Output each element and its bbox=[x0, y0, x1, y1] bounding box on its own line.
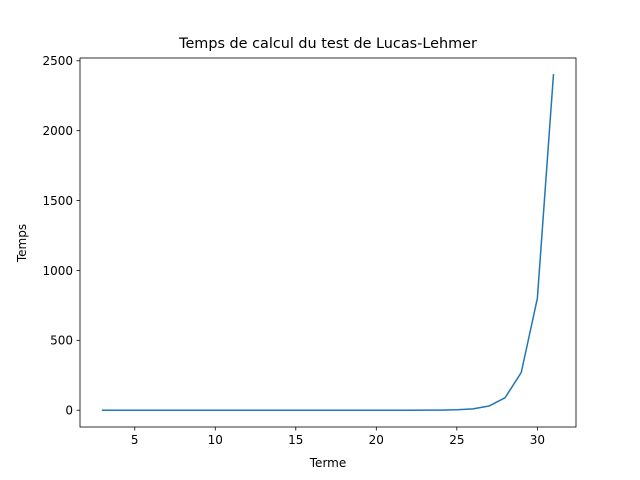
plot-area: 5 10 15 20 25 30 0 500 1000 1500 2000 2500 bbox=[42, 54, 577, 447]
x-tick-label: 15 bbox=[288, 433, 303, 447]
series-line-0 bbox=[101, 73, 555, 411]
y-tick-label: 2000 bbox=[42, 124, 73, 138]
y-tick-label: 2500 bbox=[42, 54, 73, 68]
y-tick-label: 500 bbox=[50, 334, 73, 348]
x-tick-label: 10 bbox=[208, 433, 223, 447]
x-tick-label: 20 bbox=[369, 433, 384, 447]
x-tick-label: 30 bbox=[530, 433, 545, 447]
y-tick-label: 1500 bbox=[42, 194, 73, 208]
y-tick-label: 0 bbox=[65, 404, 73, 418]
x-tick-label: 5 bbox=[131, 433, 139, 447]
chart-title: Temps de calcul du test de Lucas-Lehmer bbox=[178, 36, 477, 52]
x-axis-label: Terme bbox=[309, 456, 346, 470]
axes-frame bbox=[79, 57, 577, 428]
y-axis-label: Temps bbox=[15, 224, 29, 263]
y-tick-label: 1000 bbox=[42, 264, 73, 278]
x-tick-label: 25 bbox=[449, 433, 464, 447]
